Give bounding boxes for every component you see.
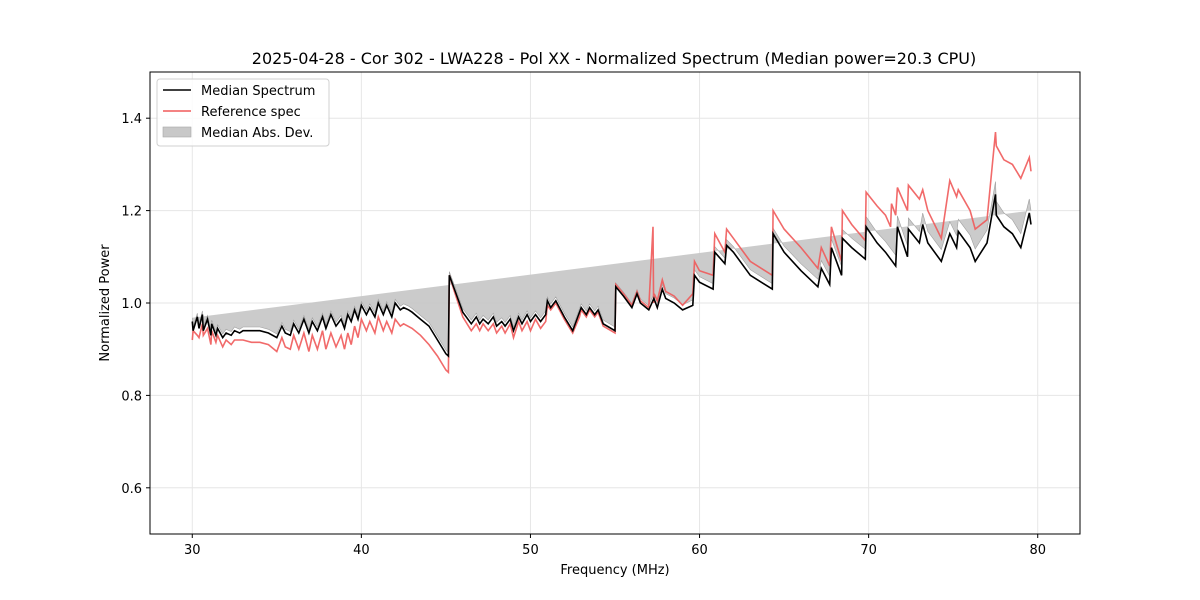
y-axis-label: Normalized Power <box>98 244 113 362</box>
y-tick-label: 1.2 <box>121 205 142 220</box>
y-axis: 0.6 0.8 1.0 1.2 1.4 <box>121 112 150 497</box>
x-axis: 30 40 50 60 70 80 <box>184 534 1046 558</box>
y-tick-label: 0.6 <box>121 482 142 497</box>
legend: Median Spectrum Reference spec Median Ab… <box>156 78 330 147</box>
x-tick-label: 30 <box>184 543 201 558</box>
legend-median-label: Median Spectrum <box>201 84 315 99</box>
y-tick-label: 1.0 <box>121 297 142 312</box>
legend-box <box>156 78 330 147</box>
x-tick-label: 40 <box>353 543 370 558</box>
y-tick-label: 0.8 <box>121 389 142 404</box>
legend-mad-label: Median Abs. Dev. <box>201 126 313 141</box>
x-axis-label: Frequency (MHz) <box>560 563 669 578</box>
y-tick-label: 1.4 <box>121 112 142 127</box>
x-tick-label: 70 <box>860 543 877 558</box>
chart-title: 2025-04-28 - Cor 302 - LWA228 - Pol XX -… <box>252 49 976 68</box>
legend-mad-swatch <box>162 126 192 138</box>
median-spectrum-line <box>191 194 1032 358</box>
x-tick-label: 80 <box>1029 543 1046 558</box>
x-tick-label: 50 <box>522 543 539 558</box>
median-abs-dev-band <box>192 181 1032 354</box>
legend-reference-label: Reference spec <box>201 105 301 120</box>
x-tick-label: 60 <box>691 543 708 558</box>
reference-spec-line <box>191 132 1032 375</box>
